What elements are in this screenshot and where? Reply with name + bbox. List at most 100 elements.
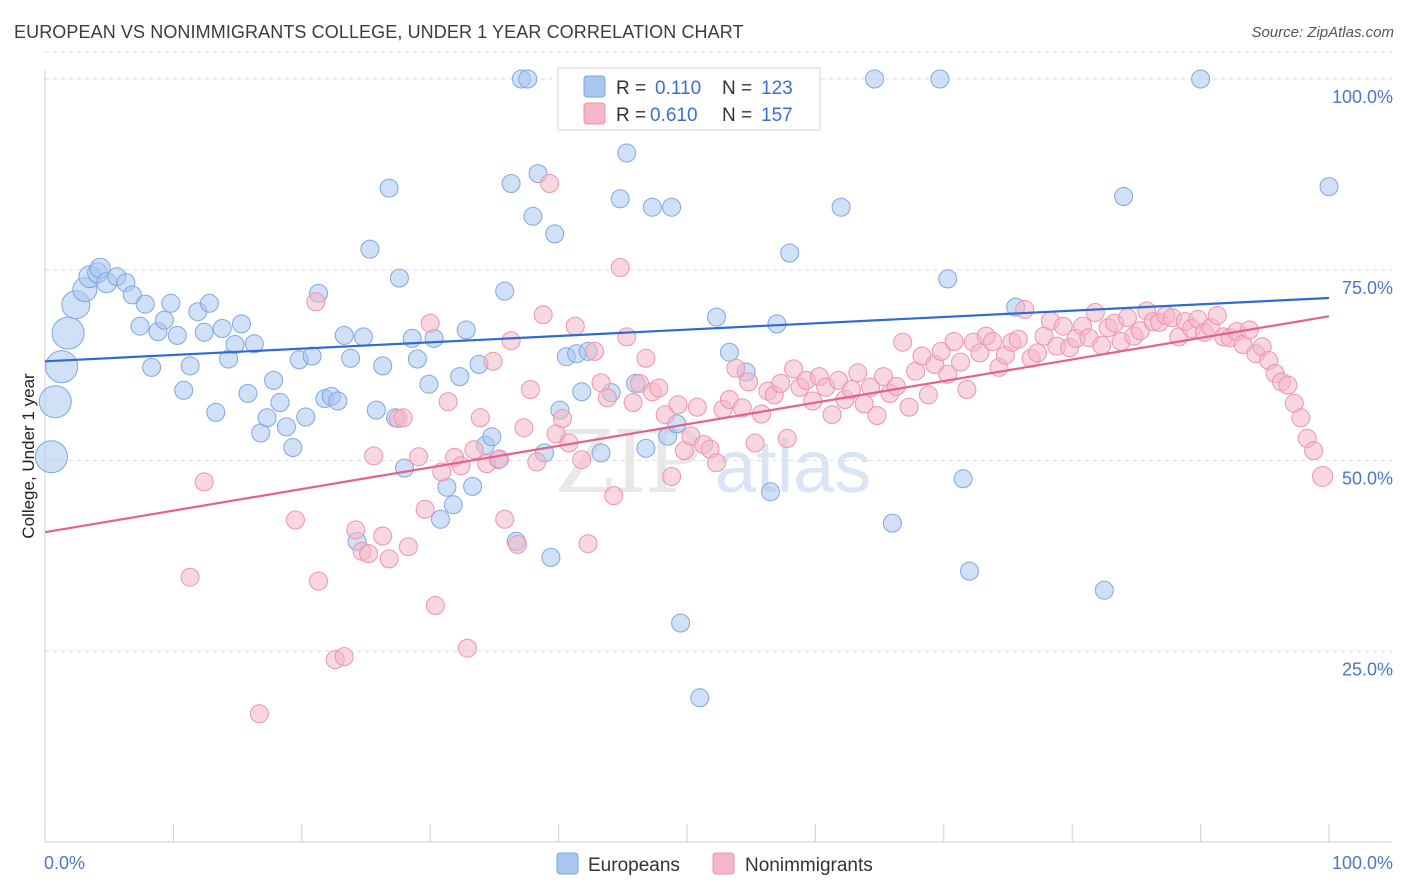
- european-point-30: [238, 383, 258, 403]
- nonimmigrant-point-85: [841, 380, 861, 399]
- european-point-115: [1094, 580, 1114, 600]
- european-point-25: [206, 402, 226, 422]
- legend-r-value-0: 0.110: [655, 78, 701, 99]
- european-point-14: [135, 294, 155, 314]
- nonimmigrant-point-43: [572, 450, 592, 470]
- nonimmigrant-point-68: [732, 398, 752, 418]
- nonimmigrant-point-82: [822, 405, 842, 425]
- european-point-34: [264, 370, 284, 390]
- nonimmigrant-point-153: [1278, 375, 1298, 395]
- european-point-23: [194, 322, 214, 342]
- y-tick-label-2: 75.0%: [1342, 278, 1393, 298]
- european-point-56: [402, 328, 422, 348]
- nonimmigrant-point-35: [520, 380, 540, 399]
- european-point-18: [161, 293, 181, 313]
- european-point-113: [960, 561, 979, 581]
- nonimmigrant-point-49: [610, 258, 630, 277]
- european-point-12: [122, 285, 142, 305]
- nonimmigrant-point-47: [597, 388, 617, 408]
- european-point-57: [407, 349, 427, 369]
- nonimmigrant-point-3: [285, 510, 305, 530]
- nonimmigrant-point-124: [1092, 335, 1112, 355]
- nonimmigrant-point-53: [636, 348, 656, 368]
- european-point-99: [690, 688, 710, 708]
- european-point-44: [328, 391, 348, 411]
- nonimmigrant-point-32: [501, 331, 521, 351]
- legend-r-label-1: R =: [616, 105, 646, 126]
- nonimmigrant-point-61: [687, 397, 707, 417]
- european-point-63: [450, 367, 470, 387]
- european-point-107: [831, 197, 851, 217]
- nonimmigrant-point-158: [1312, 466, 1334, 487]
- nonimmigrant-point-67: [726, 358, 746, 378]
- european-point-50: [366, 400, 386, 420]
- nonimmigrant-point-74: [771, 373, 791, 393]
- nonimmigrant-point-38: [540, 174, 560, 193]
- european-point-89: [610, 189, 630, 209]
- nonimmigrant-point-75: [777, 428, 797, 448]
- legend-n-label-0: N =: [722, 78, 752, 99]
- european-point-24: [199, 293, 219, 313]
- nonimmigrant-point-10: [359, 544, 379, 564]
- european-point-90: [617, 143, 637, 163]
- european-point-95: [662, 197, 682, 217]
- nonimmigrant-point-17: [409, 447, 429, 467]
- nonimmigrant-point-102: [951, 352, 970, 372]
- european-point-93: [642, 197, 662, 217]
- nonimmigrant-point-20: [425, 596, 445, 615]
- european-point-49: [360, 239, 380, 259]
- nonimmigrant-point-29: [483, 351, 503, 371]
- nonimmigrant-point-15: [393, 408, 413, 428]
- nonimmigrant-point-37: [533, 305, 553, 325]
- nonimmigrant-point-130: [1130, 321, 1150, 341]
- nonimmigrant-point-101: [944, 332, 964, 351]
- european-point-17: [154, 310, 174, 330]
- nonimmigrant-point-40: [553, 409, 572, 428]
- european-point-33: [257, 408, 277, 428]
- legend-box: R = 0.110 N = 123 R = 0.610 N = 157: [557, 67, 821, 131]
- european-point-15: [142, 357, 162, 377]
- nonimmigrant-point-12: [373, 526, 393, 546]
- nonimmigrant-point-2: [249, 704, 269, 724]
- nonimmigrant-point-11: [364, 446, 384, 466]
- european-point-46: [341, 348, 361, 368]
- nonimmigrant-point-155: [1291, 408, 1311, 428]
- nonimmigrant-point-92: [886, 377, 906, 396]
- european-point-84: [572, 382, 592, 402]
- european-point-70: [495, 281, 515, 301]
- european-point-19: [167, 325, 187, 345]
- european-point-2: [45, 350, 79, 384]
- european-point-112: [953, 469, 973, 489]
- european-point-1: [38, 385, 72, 419]
- nonimmigrant-point-44: [578, 534, 598, 554]
- nonimmigrant-point-22: [438, 392, 458, 412]
- european-point-106: [780, 243, 800, 263]
- nonimmigrant-point-42: [565, 316, 585, 336]
- nonimmigrant-point-27: [470, 408, 490, 428]
- european-point-60: [431, 509, 450, 529]
- european-point-0: [34, 440, 68, 474]
- bottom-legend-swatch-nonimmigrants: [712, 852, 735, 875]
- legend-n-label-1: N =: [722, 105, 752, 126]
- nonimmigrant-point-51: [623, 393, 643, 412]
- nonimmigrant-point-16: [398, 537, 418, 557]
- nonimmigrant-point-25: [457, 638, 477, 658]
- european-point-71: [501, 174, 521, 193]
- nonimmigrant-point-8: [346, 520, 366, 540]
- nonimmigrant-point-21: [432, 462, 452, 482]
- nonimmigrant-point-107: [983, 332, 1003, 351]
- nonimmigrant-point-0: [180, 567, 200, 587]
- european-point-108: [865, 69, 884, 89]
- european-point-110: [930, 69, 950, 89]
- series-europeans: [34, 69, 1339, 708]
- trend-lines: [44, 296, 1330, 534]
- y-tick-labels: 25.0% 50.0% 75.0% 100.0%: [1332, 87, 1393, 679]
- european-point-21: [180, 356, 200, 376]
- legend-r-label-0: R =: [616, 78, 646, 99]
- series-nonimmigrants: [180, 174, 1334, 724]
- nonimmigrant-point-118: [1053, 316, 1073, 336]
- european-point-104: [761, 482, 780, 502]
- y-tick-label-0: 25.0%: [1342, 659, 1393, 679]
- european-point-20: [174, 380, 194, 400]
